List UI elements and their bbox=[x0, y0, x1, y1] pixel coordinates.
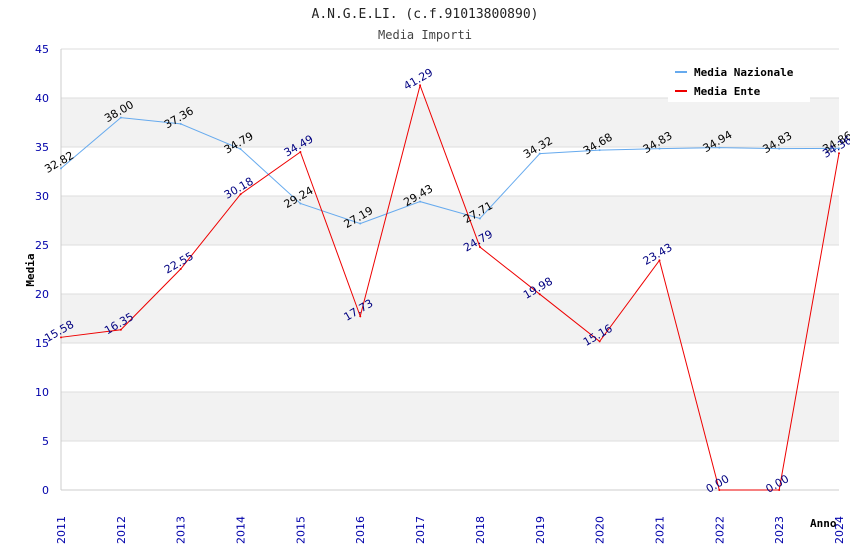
y-tick-label: 15 bbox=[35, 337, 49, 350]
band bbox=[61, 147, 839, 196]
data-point bbox=[838, 147, 840, 150]
x-tick-label: 2020 bbox=[594, 516, 607, 544]
series-line-media-ente bbox=[60, 83, 840, 491]
x-tick-label: 2018 bbox=[474, 516, 487, 544]
legend-label: Media Ente bbox=[694, 85, 761, 98]
data-point bbox=[598, 340, 601, 343]
x-tick-label: 2023 bbox=[773, 516, 786, 544]
y-axis-ticks: 0 5 10 15 20 25 30 35 40 45 bbox=[35, 43, 49, 497]
data-point bbox=[179, 122, 182, 125]
plot-background bbox=[61, 49, 839, 490]
x-tick-label: 2022 bbox=[713, 516, 726, 544]
x-tick-label: 2013 bbox=[175, 516, 188, 544]
legend-label: Media Nazionale bbox=[694, 66, 794, 79]
data-point bbox=[359, 222, 362, 225]
band bbox=[61, 294, 839, 343]
chart-subtitle: Media Importi bbox=[378, 28, 472, 42]
y-tick-label: 10 bbox=[35, 386, 49, 399]
data-point bbox=[838, 152, 840, 155]
data-point bbox=[299, 150, 302, 153]
x-tick-label: 2024 bbox=[833, 516, 846, 544]
data-point bbox=[239, 193, 242, 196]
data-point bbox=[718, 489, 721, 491]
series-line-media-nazionale bbox=[60, 117, 840, 225]
data-point bbox=[419, 84, 422, 87]
data-point bbox=[538, 293, 541, 296]
y-tick-label: 20 bbox=[35, 288, 49, 301]
band bbox=[61, 98, 839, 147]
data-point bbox=[478, 246, 481, 249]
data-point bbox=[538, 152, 541, 155]
data-point bbox=[119, 328, 122, 331]
series-group bbox=[60, 83, 840, 491]
data-point bbox=[60, 167, 62, 170]
band bbox=[61, 245, 839, 294]
data-point bbox=[179, 268, 182, 271]
data-point bbox=[119, 116, 122, 119]
x-axis-label: Anno bbox=[810, 517, 837, 530]
band bbox=[61, 343, 839, 392]
data-point bbox=[478, 217, 481, 220]
gridlines bbox=[61, 48, 839, 491]
band bbox=[61, 441, 839, 490]
x-tick-label: 2019 bbox=[534, 516, 547, 544]
data-point bbox=[419, 200, 422, 203]
legend-box bbox=[668, 60, 810, 102]
chart-title: A.N.G.E.LI. (c.f.91013800890) bbox=[312, 7, 539, 22]
x-tick-label: 2014 bbox=[235, 516, 248, 544]
data-point bbox=[658, 259, 661, 262]
band bbox=[61, 196, 839, 245]
y-tick-label: 40 bbox=[35, 92, 49, 105]
x-tick-label: 2017 bbox=[414, 516, 427, 544]
data-point bbox=[359, 315, 362, 318]
axes bbox=[60, 49, 839, 491]
y-axis-label: Media bbox=[24, 253, 37, 286]
x-axis-ticks: 2011 2012 2013 2014 2015 2016 2017 2018 2019 2020… bbox=[55, 516, 846, 544]
data-point bbox=[299, 202, 302, 205]
y-tick-label: 5 bbox=[42, 435, 49, 448]
x-tick-label: 2011 bbox=[55, 516, 68, 544]
y-tick-label: 35 bbox=[35, 141, 49, 154]
y-tick-label: 45 bbox=[35, 43, 49, 56]
y-tick-label: 25 bbox=[35, 239, 49, 252]
data-point bbox=[778, 489, 781, 491]
data-point bbox=[658, 147, 661, 150]
x-tick-label: 2021 bbox=[653, 516, 666, 544]
legend: Media Nazionale Media Ente bbox=[668, 60, 810, 102]
data-point bbox=[60, 336, 62, 339]
data-point bbox=[598, 149, 601, 152]
data-point bbox=[778, 147, 781, 150]
x-tick-label: 2016 bbox=[354, 516, 367, 544]
y-tick-label: 30 bbox=[35, 190, 49, 203]
data-point bbox=[718, 146, 721, 149]
x-tick-label: 2012 bbox=[115, 516, 128, 544]
data-point bbox=[239, 148, 242, 151]
y-tick-label: 0 bbox=[42, 484, 49, 497]
x-tick-label: 2015 bbox=[294, 516, 307, 544]
band bbox=[61, 392, 839, 441]
